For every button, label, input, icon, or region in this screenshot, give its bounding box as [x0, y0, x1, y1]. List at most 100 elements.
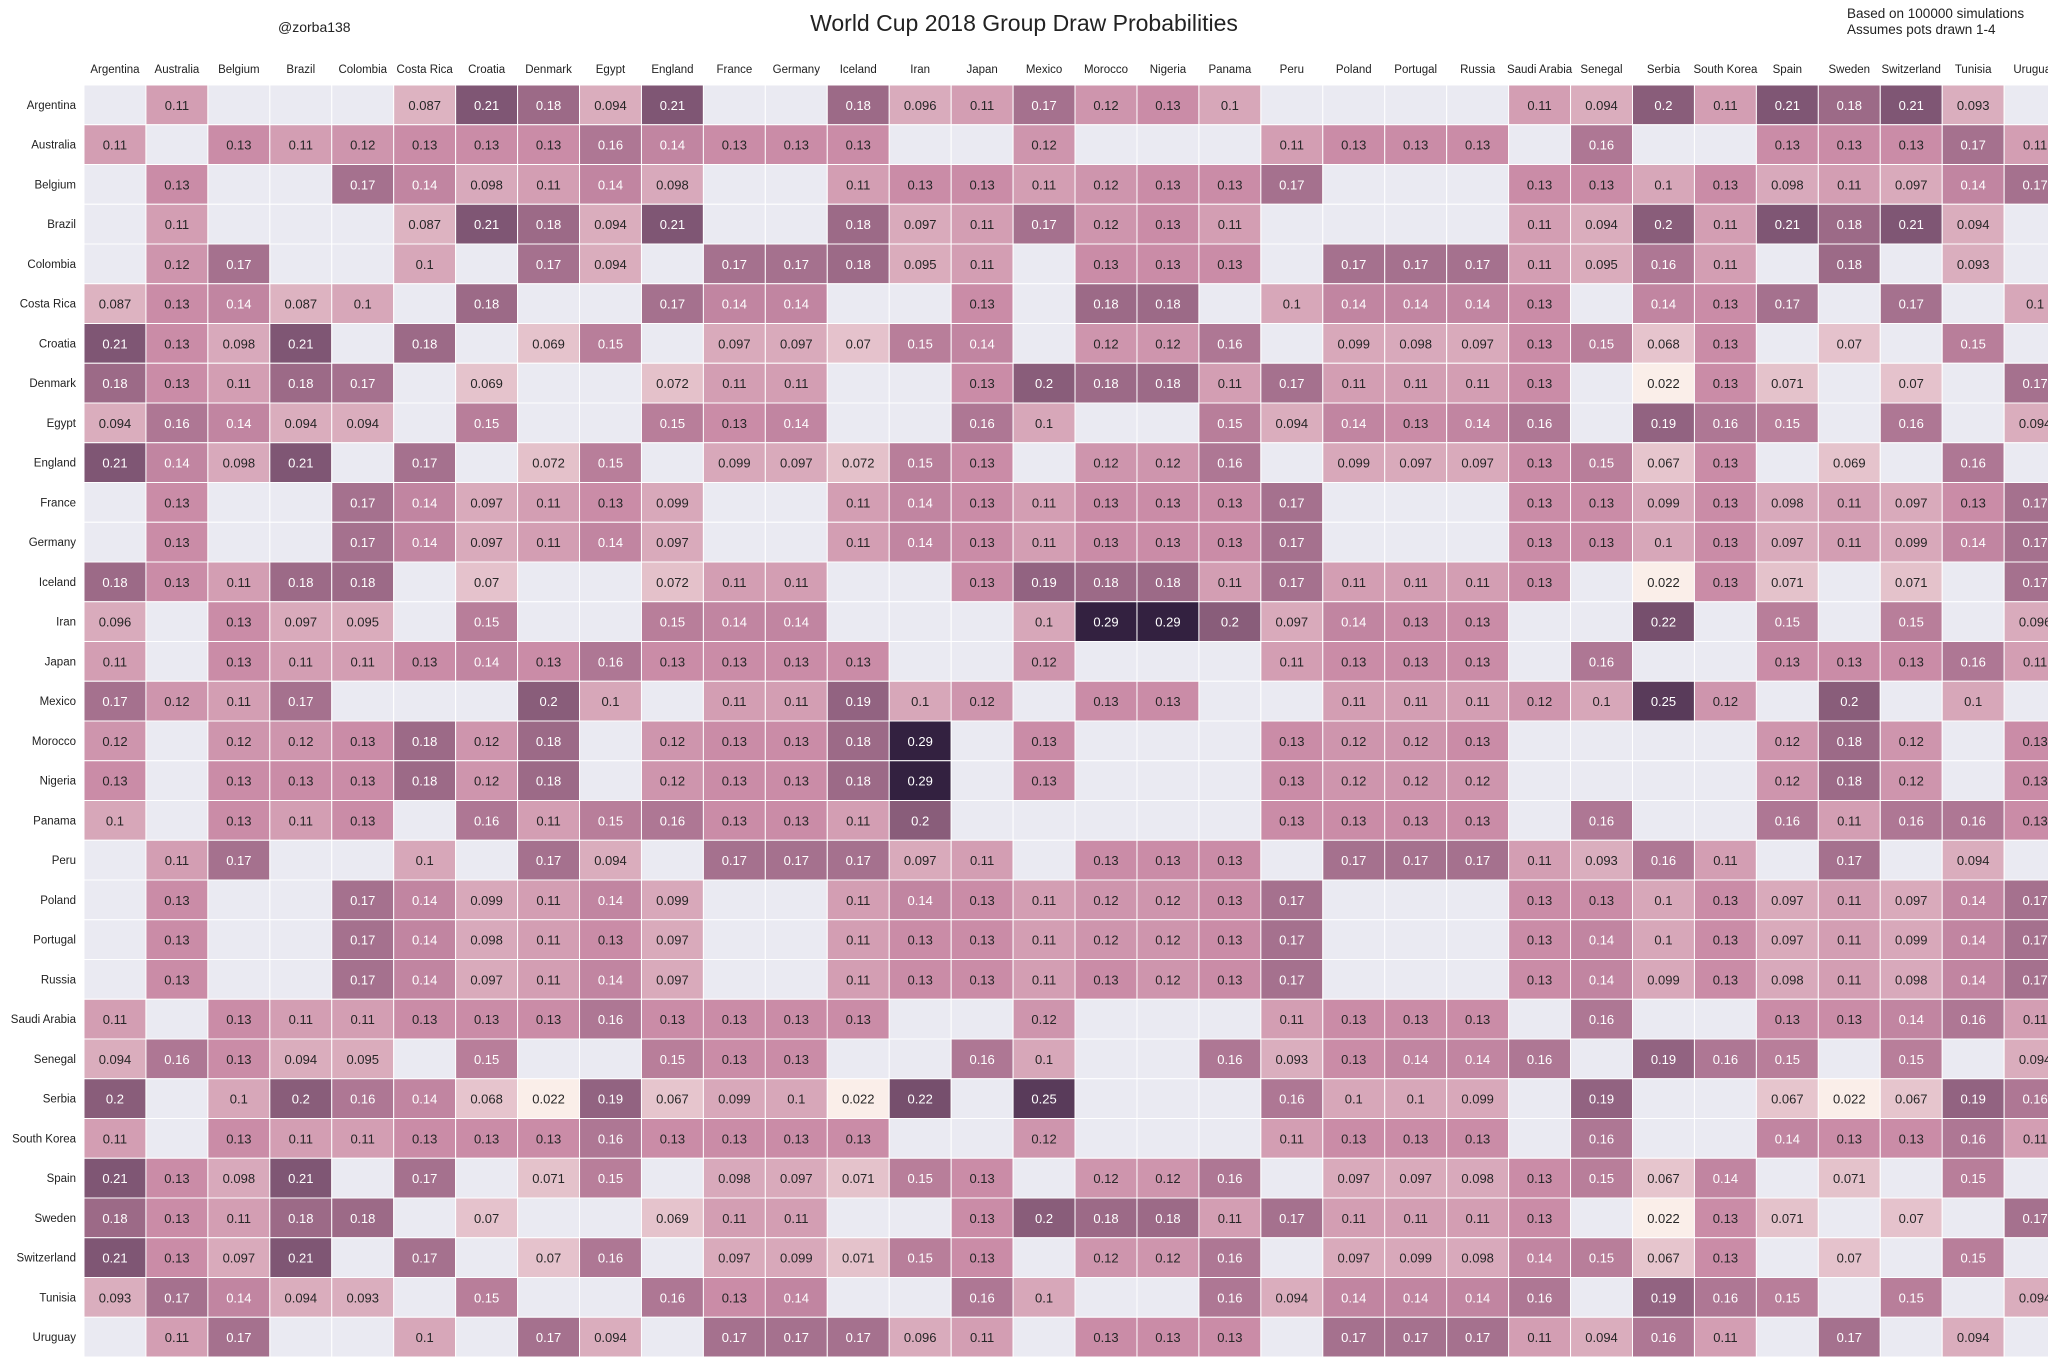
- heatmap-cell-empty: [888, 283, 952, 324]
- heatmap-cell-empty: [269, 164, 333, 205]
- heatmap-cell: [1632, 362, 1695, 404]
- heatmap-value-label: 0.11: [1404, 575, 1428, 590]
- heatmap-cell-empty: [1632, 800, 1695, 841]
- heatmap-value-label: 0.13: [474, 1131, 499, 1146]
- heatmap-cell-empty: [1074, 124, 1138, 165]
- heatmap-cell-empty: [269, 919, 333, 960]
- heatmap-cell: [2003, 1277, 2048, 1318]
- heatmap-cell: [1817, 521, 1881, 563]
- heatmap-value-label: 0.14: [1465, 297, 1490, 312]
- heatmap-cell: [1384, 1038, 1448, 1080]
- heatmap-cell: [207, 1316, 271, 1358]
- heatmap-value-label: 0.068: [1647, 336, 1680, 351]
- heatmap-cell-empty: [1322, 84, 1386, 126]
- heatmap-cell: [1260, 641, 1324, 682]
- heatmap-value-label: 0.15: [1589, 456, 1614, 471]
- heatmap-cell: [888, 720, 952, 762]
- heatmap-cell-empty: [1755, 1157, 1819, 1199]
- heatmap-value-label: 0.11: [165, 853, 189, 868]
- heatmap-value-label: 0.16: [1589, 1012, 1614, 1027]
- heatmap-value-label: 0.15: [1589, 1251, 1614, 1266]
- heatmap-value-label: 0.17: [722, 257, 747, 272]
- heatmap-value-label: 0.11: [1280, 138, 1304, 153]
- heatmap-cell: [1755, 959, 1819, 1000]
- heatmap-value-label: 0.18: [536, 98, 561, 113]
- heatmap-value-label: 0.13: [164, 376, 189, 391]
- heatmap-cell-empty: [83, 84, 147, 126]
- heatmap-cell-empty: [1446, 919, 1510, 960]
- heatmap-cell: [145, 1316, 209, 1358]
- heatmap-value-label: 0.17: [1031, 217, 1056, 232]
- heatmap-cell: [1817, 641, 1881, 682]
- heatmap-cell: [702, 442, 766, 483]
- heatmap-cell: [1570, 84, 1634, 126]
- heatmap-value-label: 0.17: [350, 376, 375, 391]
- heatmap-cell: [702, 561, 766, 603]
- heatmap-cell: [1446, 1237, 1510, 1278]
- heatmap-cell-empty: [1693, 720, 1757, 762]
- heatmap-cell-empty: [1260, 323, 1324, 364]
- heatmap-value-label: 0.022: [1647, 575, 1680, 590]
- heatmap-cell: [1260, 959, 1324, 1000]
- heatmap-cell-empty: [1198, 760, 1262, 801]
- heatmap-cell: [83, 601, 147, 642]
- heatmap-value-label: 0.093: [1585, 853, 1618, 868]
- heatmap-cell: [1260, 283, 1324, 324]
- heatmap-cell: [1136, 1157, 1200, 1199]
- heatmap-cell-empty: [1693, 641, 1757, 682]
- heatmap-value-label: 0.099: [656, 893, 689, 908]
- heatmap-cell-empty: [83, 164, 147, 205]
- heatmap-cell-empty: [1632, 720, 1695, 762]
- heatmap-value-label: 0.022: [842, 1092, 875, 1107]
- heatmap-cell: [1508, 362, 1572, 404]
- heatmap-value-label: 0.13: [969, 177, 994, 192]
- heatmap-value-label: 0.13: [722, 416, 747, 431]
- heatmap-cell: [455, 760, 519, 801]
- row-label-nigeria: Nigeria: [40, 776, 77, 788]
- heatmap-value-label: 0.13: [1465, 615, 1490, 630]
- row-label-germany: Germany: [29, 537, 77, 549]
- heatmap-cell-empty: [269, 84, 333, 126]
- heatmap-cell: [1322, 800, 1386, 841]
- heatmap-cell: [1755, 521, 1819, 563]
- heatmap-value-label: 0.11: [1837, 933, 1861, 948]
- heatmap-cell: [950, 561, 1014, 603]
- col-label-denmark: Denmark: [525, 64, 572, 76]
- heatmap-cell-empty: [145, 601, 209, 642]
- heatmap-value-label: 0.13: [1155, 853, 1180, 868]
- heatmap-cell: [207, 720, 271, 762]
- heatmap-value-label: 0.16: [1217, 1171, 1242, 1186]
- heatmap-value-label: 0.13: [969, 972, 994, 987]
- heatmap-value-label: 0.17: [784, 853, 809, 868]
- heatmap-value-label: 0.13: [1713, 1251, 1738, 1266]
- heatmap-value-label: 0.17: [1899, 297, 1924, 312]
- heatmap-value-label: 0.067: [1771, 1092, 1804, 1107]
- heatmap-cell: [517, 720, 581, 762]
- heatmap-cell-empty: [83, 203, 147, 245]
- heatmap-cell: [1446, 760, 1510, 801]
- heatmap-value-label: 0.13: [969, 933, 994, 948]
- heatmap-value-label: 0.13: [1713, 893, 1738, 908]
- heatmap-value-label: 0.12: [102, 734, 127, 749]
- heatmap-cell: [207, 442, 271, 483]
- heatmap-cell-empty: [640, 442, 704, 483]
- heatmap-cell: [331, 879, 395, 921]
- heatmap-cell-empty: [1012, 1316, 1076, 1358]
- heatmap-cell-empty: [579, 283, 642, 324]
- heatmap-value-label: 0.18: [536, 217, 561, 232]
- heatmap-value-label: 0.15: [1775, 1052, 1800, 1067]
- heatmap-cell: [1755, 1118, 1819, 1159]
- heatmap-cell: [207, 680, 271, 722]
- heatmap-cell-empty: [888, 601, 952, 642]
- heatmap-value-label: 0.11: [289, 138, 313, 153]
- heatmap-cell-empty: [1322, 521, 1386, 563]
- heatmap-value-label: 0.14: [1589, 972, 1614, 987]
- heatmap-value-label: 0.18: [1155, 575, 1180, 590]
- heatmap-value-label: 0.071: [1771, 575, 1804, 590]
- heatmap-cell-empty: [455, 243, 519, 285]
- heatmap-value-label: 0.17: [1465, 853, 1490, 868]
- heatmap-cell: [1817, 959, 1881, 1000]
- heatmap-value-label: 0.13: [1527, 456, 1552, 471]
- heatmap-cell: [1632, 203, 1695, 245]
- heatmap-value-label: 0.18: [288, 575, 313, 590]
